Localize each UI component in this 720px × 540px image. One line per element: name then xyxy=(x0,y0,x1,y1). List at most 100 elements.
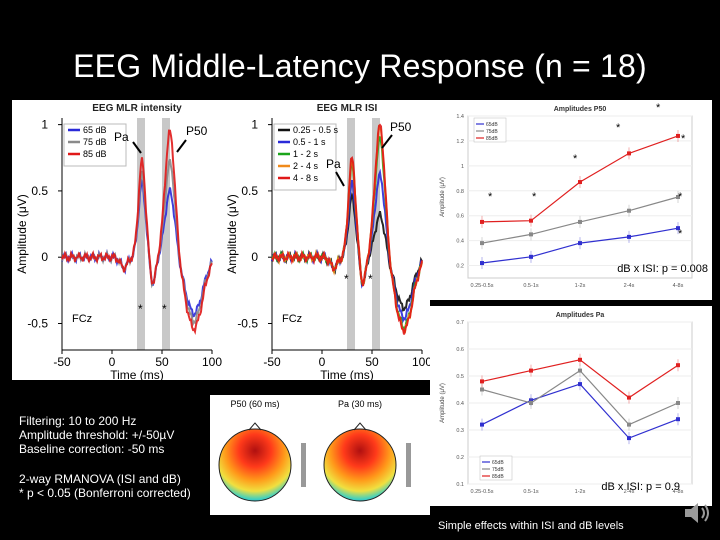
panel-title: EEG MLR ISI xyxy=(317,103,378,114)
filter-note: Amplitude threshold: +/-50µV xyxy=(19,428,175,442)
legend-label: 85 dB xyxy=(83,149,107,159)
pa-amplitude-chart: Amplitudes Pa 0.7 0.6 0.5 0.4 0.3 0.2 0.1 0.25-0… xyxy=(440,312,693,495)
footer-note: Simple effects within ISI and dB levels xyxy=(438,520,624,532)
colorbar xyxy=(406,443,411,487)
data-point xyxy=(480,219,484,224)
pa-label: Pa xyxy=(326,157,341,171)
y-tick-label: 0 xyxy=(41,250,48,264)
interaction-annotation: dB x ISI: p = 0.008 xyxy=(617,263,708,275)
data-point xyxy=(480,387,484,392)
y-tick-label: 0.2 xyxy=(456,455,464,461)
legend-label: 2 - 4 s xyxy=(293,161,319,171)
legend-label: 65dB xyxy=(492,460,504,466)
speaker-icon[interactable] xyxy=(682,498,712,528)
topomap-svg: P50 (60 ms) Pa (30 ms) xyxy=(218,399,411,502)
x-tick-label: 2-4s xyxy=(624,489,635,495)
x-tick-label: 4-8s xyxy=(673,489,684,495)
x-tick-label: 0.5-1s xyxy=(523,283,539,289)
p50-amplitude-panel: Amplitudes P50 1.4 1.2 1 0.8 0.6 0.4 0.2 0.25-0.… xyxy=(430,100,712,300)
data-point xyxy=(627,395,631,400)
electrode-label: FCz xyxy=(72,313,92,325)
y-tick-label: 1 xyxy=(41,118,48,132)
waveform-line xyxy=(61,129,213,336)
x-tick-label: 1-2s xyxy=(575,283,586,289)
legend-label: 75 dB xyxy=(83,137,107,147)
pa-window xyxy=(347,118,355,350)
legend-label: 0.25 - 0.5 s xyxy=(293,125,339,135)
erp-isi-plot: EEG MLR ISI 1 0.5 0 -0.5 -50 0 50 100 Time (ms) Am… xyxy=(225,103,430,380)
slide-title: EEG Middle-Latency Response (n = 18) xyxy=(73,48,647,84)
data-point xyxy=(529,401,533,405)
data-point xyxy=(529,218,533,223)
data-point xyxy=(480,261,484,266)
legend-label: 85dB xyxy=(492,474,504,480)
data-point xyxy=(676,133,680,138)
erp-isi-panel: EEG MLR ISI 1 0.5 0 -0.5 -50 0 50 100 Time (ms) Am… xyxy=(222,100,430,380)
sig-mark: * xyxy=(678,228,683,240)
y-tick-label: 1.4 xyxy=(456,114,464,120)
chart-title: Amplitudes Pa xyxy=(556,312,605,319)
data-point xyxy=(529,232,533,237)
y-tick-label: 1.2 xyxy=(456,139,464,145)
y-axis-label: Amplitude (μV) xyxy=(15,194,29,274)
topomap-panel: P50 (60 ms) Pa (30 ms) xyxy=(210,395,430,515)
x-tick-label: 0 xyxy=(319,355,326,369)
y-tick-label: 1 xyxy=(251,118,258,132)
filter-note: Filtering: 10 to 200 Hz xyxy=(19,414,137,428)
interaction-annotation: dB x ISI: p = 0.9 xyxy=(601,481,680,493)
data-point xyxy=(480,379,484,384)
sig-mark: * xyxy=(368,272,373,286)
legend-label: 65 dB xyxy=(83,125,107,135)
p50-label: P50 xyxy=(390,120,412,134)
y-tick-label: 0.3 xyxy=(456,428,464,434)
y-tick-label: 0.7 xyxy=(456,320,464,326)
panel-title: EEG MLR intensity xyxy=(92,103,182,114)
data-point xyxy=(627,422,631,427)
legend-label: 85dB xyxy=(486,136,498,142)
pa-amplitude-panel: Amplitudes Pa 0.7 0.6 0.5 0.4 0.3 0.2 0.1 0.25-0… xyxy=(430,306,712,506)
legend-label: 75dB xyxy=(492,467,504,473)
y-tick-label: 0.1 xyxy=(456,482,464,488)
waveform-line xyxy=(271,123,423,335)
p50-arrow xyxy=(381,134,393,149)
y-tick-label: 0.2 xyxy=(456,264,464,270)
data-point xyxy=(578,180,582,185)
y-tick-label: 0.4 xyxy=(456,239,464,245)
nose-icon xyxy=(353,422,367,431)
nose-icon xyxy=(248,422,262,431)
electrode-label: FCz xyxy=(282,313,302,325)
y-tick-label: -0.5 xyxy=(237,316,258,330)
p50-amplitude-chart: Amplitudes P50 1.4 1.2 1 0.8 0.6 0.4 0.2 0.25-0.… xyxy=(440,102,708,289)
stat-note: 2-way RMANOVA (ISI and dB) xyxy=(19,472,181,486)
p50-window xyxy=(162,118,170,350)
sig-mark: * xyxy=(532,191,537,203)
sig-mark: * xyxy=(681,133,686,145)
y-tick-label: 0.4 xyxy=(456,401,464,407)
data-point xyxy=(627,436,631,441)
x-tick-label: -50 xyxy=(53,355,71,369)
topomap-head xyxy=(218,428,292,502)
x-tick-label: -50 xyxy=(263,355,281,369)
data-point xyxy=(578,382,582,387)
pa-window xyxy=(137,118,145,350)
y-tick-label: 0 xyxy=(251,250,258,264)
y-tick-label: 0.5 xyxy=(456,374,464,380)
p50-window xyxy=(372,118,380,350)
data-point xyxy=(676,417,680,422)
sig-mark: * xyxy=(344,272,349,286)
sig-mark: * xyxy=(573,153,578,165)
y-axis-label: Amplitude (μV) xyxy=(440,177,446,217)
data-point xyxy=(480,241,484,246)
x-tick-label: 4-8s xyxy=(673,283,684,289)
sig-mark: * xyxy=(678,191,683,203)
data-point xyxy=(578,241,582,246)
data-point xyxy=(578,368,582,373)
data-point xyxy=(627,208,631,213)
chart-title: Amplitudes P50 xyxy=(554,106,607,113)
data-point xyxy=(676,226,680,231)
data-point xyxy=(529,368,533,373)
x-tick-label: 0.5-1s xyxy=(523,489,539,495)
y-tick-label: 0.6 xyxy=(456,214,464,220)
pa-arrow xyxy=(132,141,142,154)
stat-notes: 2-way RMANOVA (ISI and dB) * p < 0.05 (B… xyxy=(19,472,191,500)
